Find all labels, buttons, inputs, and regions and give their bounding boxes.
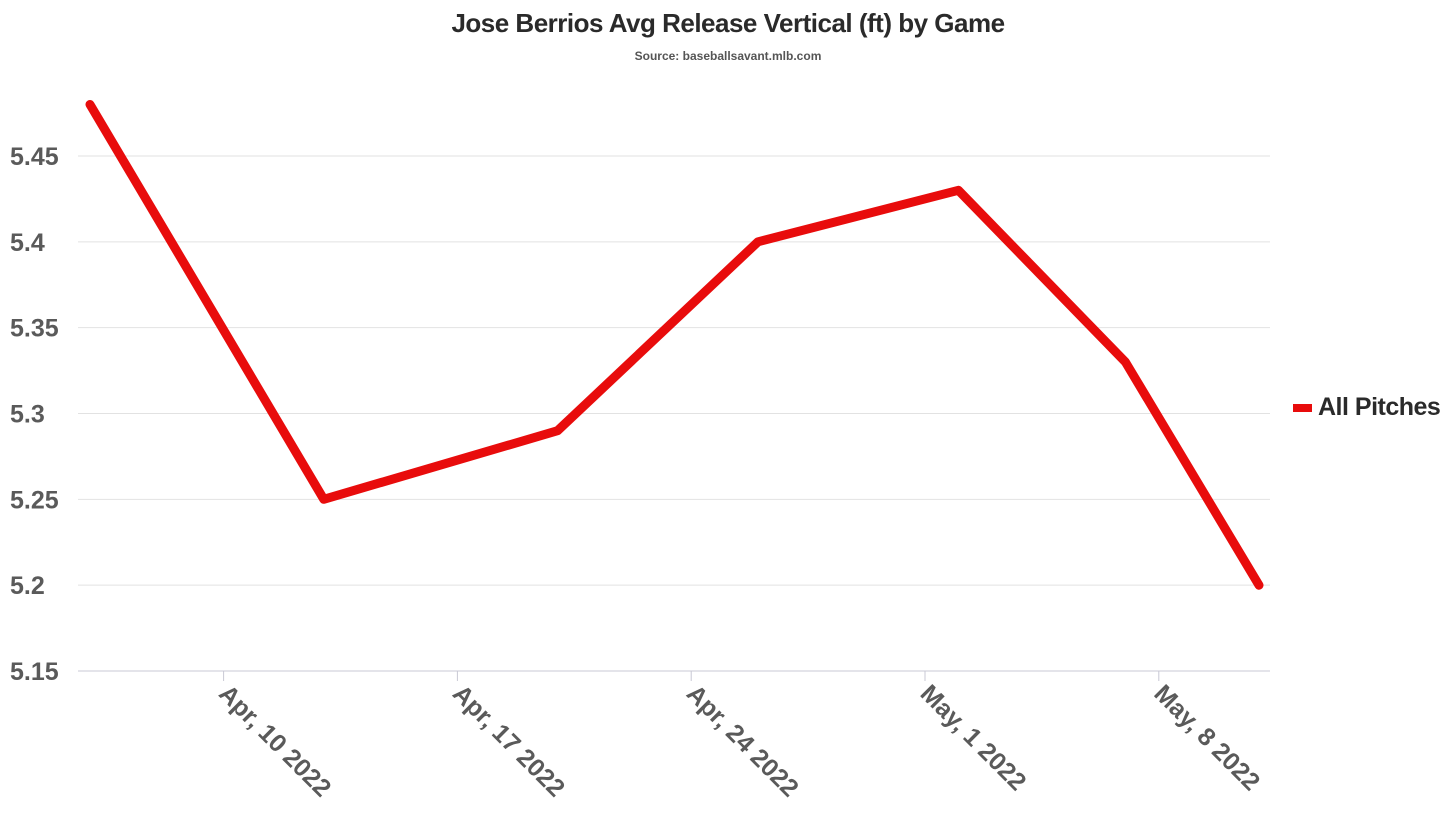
legend-swatch-all-pitches <box>1293 403 1312 412</box>
x-tick-label: Apr, 17 2022 <box>447 679 570 802</box>
x-tick-label: May, 1 2022 <box>915 679 1032 796</box>
x-tick-label: May, 8 2022 <box>1149 679 1266 796</box>
x-axis: Apr, 10 2022 Apr, 17 2022 Apr, 24 2022 May,… <box>213 671 1265 802</box>
series-layer <box>85 100 1264 590</box>
y-tick-label: 5.45 <box>10 143 59 171</box>
chart-title: Jose Berrios Avg Release Vertical (ft) b… <box>451 8 1005 38</box>
chart-subtitle: Source: baseballsavant.mlb.com <box>634 49 822 63</box>
y-tick-label: 5.4 <box>10 229 45 257</box>
gridlines <box>78 155 1270 672</box>
y-tick-label: 5.25 <box>10 486 59 514</box>
legend: All Pitches <box>1293 393 1441 422</box>
y-tick-label: 5.35 <box>10 315 59 343</box>
x-tick-label: Apr, 10 2022 <box>213 679 336 802</box>
legend-label-all-pitches: All Pitches <box>1318 393 1441 421</box>
series-line-all-pitches <box>85 100 1264 590</box>
y-axis: 5.15 5.2 5.25 5.3 5.35 5.4 5.45 <box>10 143 59 686</box>
x-tick-label: Apr, 24 2022 <box>681 679 804 802</box>
y-tick-label: 5.2 <box>10 572 45 600</box>
y-tick-label: 5.15 <box>10 658 59 686</box>
y-tick-label: 5.3 <box>10 401 45 429</box>
